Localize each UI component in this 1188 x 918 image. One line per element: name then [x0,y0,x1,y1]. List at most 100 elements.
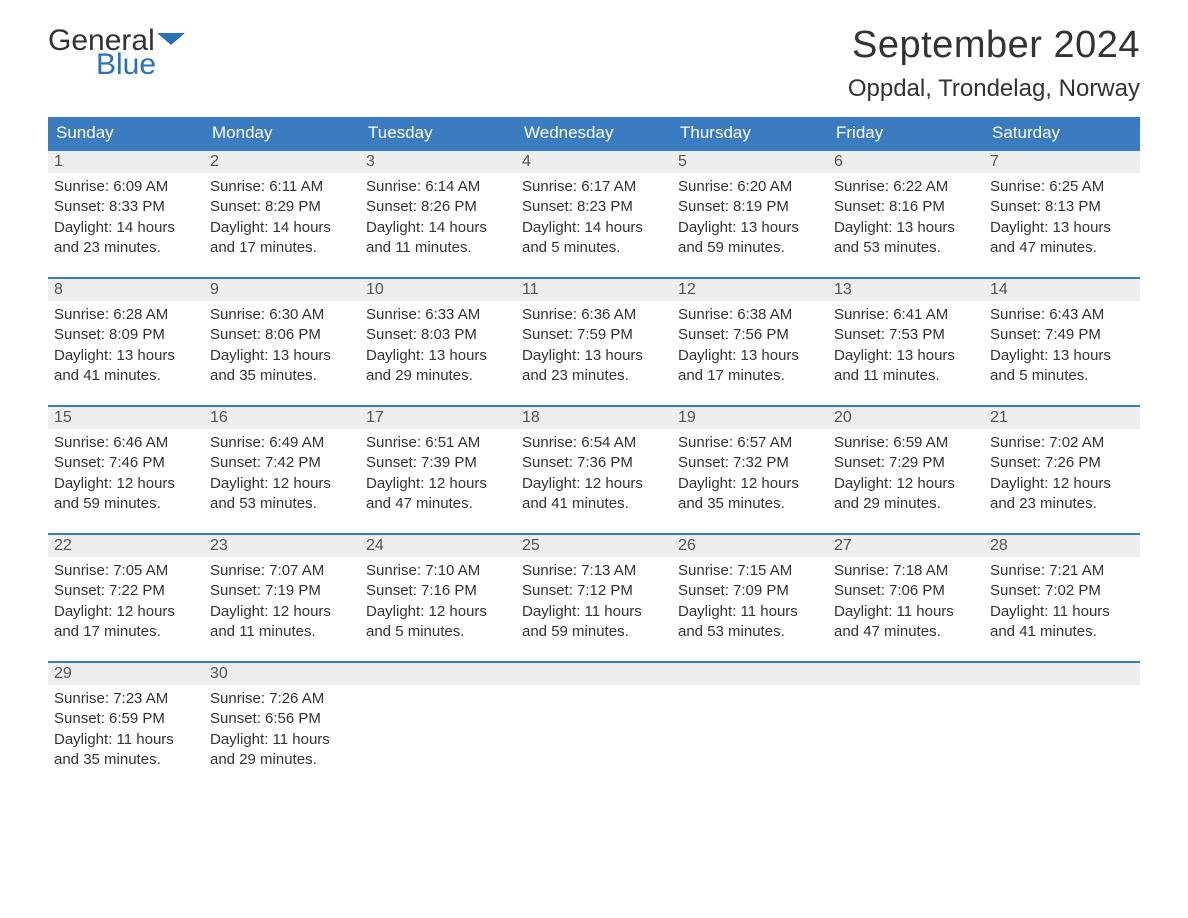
sunset-text: Sunset: 8:03 PM [366,325,510,345]
calendar-day-cell: 18Sunrise: 6:54 AMSunset: 7:36 PMDayligh… [516,406,672,534]
sunset-text: Sunset: 7:39 PM [366,453,510,473]
day-content: Sunrise: 6:51 AMSunset: 7:39 PMDaylight:… [360,429,516,518]
day-number-empty [984,663,1140,685]
calendar-day-cell: 3Sunrise: 6:14 AMSunset: 8:26 PMDaylight… [360,150,516,278]
daylight-text-2: and 17 minutes. [210,238,354,258]
daylight-text-1: Daylight: 12 hours [366,602,510,622]
daylight-text-1: Daylight: 13 hours [834,346,978,366]
day-number: 9 [204,279,360,301]
calendar-week-row: 29Sunrise: 7:23 AMSunset: 6:59 PMDayligh… [48,662,1140,782]
daylight-text-1: Daylight: 12 hours [210,474,354,494]
daylight-text-1: Daylight: 11 hours [210,730,354,750]
header-row: General Blue September 2024 Oppdal, Tron… [48,24,1140,103]
day-number: 28 [984,535,1140,557]
day-number: 17 [360,407,516,429]
day-content: Sunrise: 6:22 AMSunset: 8:16 PMDaylight:… [828,173,984,262]
daylight-text-1: Daylight: 14 hours [210,218,354,238]
calendar-day-cell: 16Sunrise: 6:49 AMSunset: 7:42 PMDayligh… [204,406,360,534]
calendar-day-cell: 27Sunrise: 7:18 AMSunset: 7:06 PMDayligh… [828,534,984,662]
day-content: Sunrise: 6:54 AMSunset: 7:36 PMDaylight:… [516,429,672,518]
daylight-text-1: Daylight: 12 hours [678,474,822,494]
day-number-empty [828,663,984,685]
sunset-text: Sunset: 8:23 PM [522,197,666,217]
col-header-sunday: Sunday [48,117,204,150]
day-content: Sunrise: 6:41 AMSunset: 7:53 PMDaylight:… [828,301,984,390]
daylight-text-2: and 29 minutes. [366,366,510,386]
daylight-text-1: Daylight: 14 hours [54,218,198,238]
day-number: 4 [516,151,672,173]
col-header-saturday: Saturday [984,117,1140,150]
sunrise-text: Sunrise: 6:49 AM [210,433,354,453]
daylight-text-1: Daylight: 12 hours [54,602,198,622]
sunset-text: Sunset: 7:36 PM [522,453,666,473]
daylight-text-2: and 11 minutes. [210,622,354,642]
col-header-monday: Monday [204,117,360,150]
daylight-text-2: and 23 minutes. [522,366,666,386]
sunrise-text: Sunrise: 6:54 AM [522,433,666,453]
calendar-day-cell: 4Sunrise: 6:17 AMSunset: 8:23 PMDaylight… [516,150,672,278]
sunset-text: Sunset: 7:49 PM [990,325,1134,345]
day-number: 2 [204,151,360,173]
calendar-day-cell [984,662,1140,782]
daylight-text-1: Daylight: 13 hours [678,218,822,238]
calendar-day-cell: 26Sunrise: 7:15 AMSunset: 7:09 PMDayligh… [672,534,828,662]
sunset-text: Sunset: 7:16 PM [366,581,510,601]
calendar-day-cell: 11Sunrise: 6:36 AMSunset: 7:59 PMDayligh… [516,278,672,406]
sunset-text: Sunset: 8:16 PM [834,197,978,217]
day-number: 12 [672,279,828,301]
daylight-text-2: and 35 minutes. [210,366,354,386]
calendar-body: 1Sunrise: 6:09 AMSunset: 8:33 PMDaylight… [48,150,1140,782]
daylight-text-1: Daylight: 13 hours [54,346,198,366]
calendar-week-row: 1Sunrise: 6:09 AMSunset: 8:33 PMDaylight… [48,150,1140,278]
day-content: Sunrise: 6:25 AMSunset: 8:13 PMDaylight:… [984,173,1140,262]
daylight-text-1: Daylight: 12 hours [210,602,354,622]
sunrise-text: Sunrise: 6:57 AM [678,433,822,453]
day-content: Sunrise: 6:09 AMSunset: 8:33 PMDaylight:… [48,173,204,262]
day-number: 10 [360,279,516,301]
day-content: Sunrise: 6:59 AMSunset: 7:29 PMDaylight:… [828,429,984,518]
sunset-text: Sunset: 7:42 PM [210,453,354,473]
day-number: 21 [984,407,1140,429]
sunrise-text: Sunrise: 6:25 AM [990,177,1134,197]
day-content: Sunrise: 6:33 AMSunset: 8:03 PMDaylight:… [360,301,516,390]
day-content: Sunrise: 7:10 AMSunset: 7:16 PMDaylight:… [360,557,516,646]
day-number: 29 [48,663,204,685]
day-number: 8 [48,279,204,301]
day-content: Sunrise: 6:17 AMSunset: 8:23 PMDaylight:… [516,173,672,262]
sunset-text: Sunset: 8:26 PM [366,197,510,217]
daylight-text-2: and 23 minutes. [54,238,198,258]
daylight-text-1: Daylight: 13 hours [210,346,354,366]
sunrise-text: Sunrise: 6:30 AM [210,305,354,325]
sunrise-text: Sunrise: 6:43 AM [990,305,1134,325]
day-number: 22 [48,535,204,557]
calendar-day-cell: 6Sunrise: 6:22 AMSunset: 8:16 PMDaylight… [828,150,984,278]
sunrise-text: Sunrise: 6:09 AM [54,177,198,197]
day-number: 5 [672,151,828,173]
daylight-text-2: and 41 minutes. [990,622,1134,642]
calendar-day-cell: 30Sunrise: 7:26 AMSunset: 6:56 PMDayligh… [204,662,360,782]
sunset-text: Sunset: 7:46 PM [54,453,198,473]
sunrise-text: Sunrise: 7:26 AM [210,689,354,709]
daylight-text-2: and 53 minutes. [834,238,978,258]
daylight-text-1: Daylight: 12 hours [834,474,978,494]
daylight-text-1: Daylight: 13 hours [834,218,978,238]
col-header-wednesday: Wednesday [516,117,672,150]
day-content: Sunrise: 6:30 AMSunset: 8:06 PMDaylight:… [204,301,360,390]
daylight-text-1: Daylight: 12 hours [990,474,1134,494]
sunset-text: Sunset: 7:06 PM [834,581,978,601]
day-number: 7 [984,151,1140,173]
sunrise-text: Sunrise: 6:46 AM [54,433,198,453]
calendar-week-row: 22Sunrise: 7:05 AMSunset: 7:22 PMDayligh… [48,534,1140,662]
sunrise-text: Sunrise: 7:05 AM [54,561,198,581]
calendar-day-cell: 23Sunrise: 7:07 AMSunset: 7:19 PMDayligh… [204,534,360,662]
daylight-text-1: Daylight: 13 hours [366,346,510,366]
sunset-text: Sunset: 7:53 PM [834,325,978,345]
sunrise-text: Sunrise: 6:28 AM [54,305,198,325]
daylight-text-2: and 11 minutes. [366,238,510,258]
sunset-text: Sunset: 6:59 PM [54,709,198,729]
daylight-text-1: Daylight: 11 hours [990,602,1134,622]
sunset-text: Sunset: 8:19 PM [678,197,822,217]
daylight-text-1: Daylight: 13 hours [678,346,822,366]
daylight-text-1: Daylight: 12 hours [54,474,198,494]
sunset-text: Sunset: 8:33 PM [54,197,198,217]
